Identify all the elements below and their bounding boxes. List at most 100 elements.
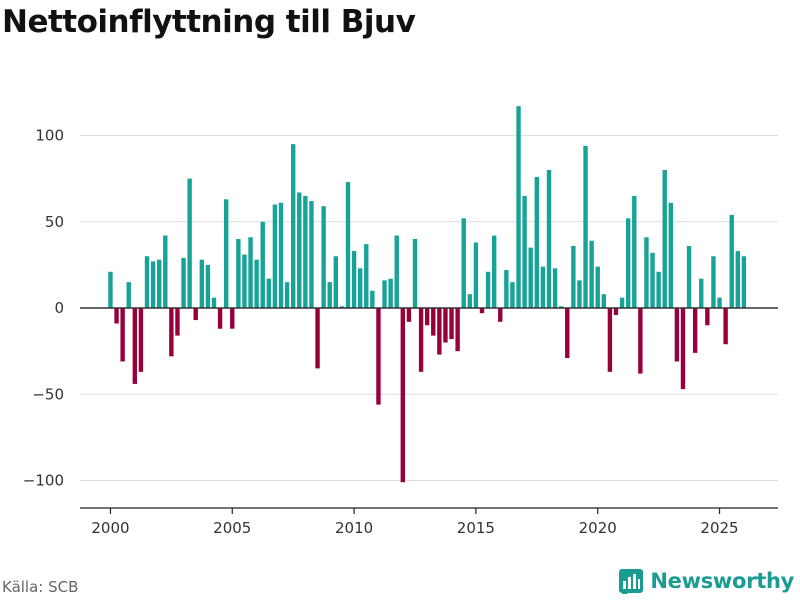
bar-negative (613, 308, 619, 315)
y-tick-label: −100 (23, 472, 64, 490)
bar-positive (583, 145, 588, 308)
bar-negative (175, 308, 180, 336)
bar-negative (120, 308, 125, 362)
bar-positive (546, 170, 552, 308)
bar-negative (723, 308, 728, 345)
bar-negative (565, 308, 570, 359)
bar-positive (504, 270, 509, 308)
bar-negative (315, 308, 320, 369)
bar-positive (558, 306, 564, 308)
bar-positive (473, 242, 479, 308)
bar-positive (699, 278, 704, 308)
bar-positive (248, 237, 253, 308)
x-axis: 2000 2005 2010 2015 2020 2025 (80, 507, 778, 537)
y-tick-label: 0 (54, 299, 64, 317)
bar-positive (528, 247, 533, 309)
bar-negative (132, 308, 138, 384)
bar-positive (156, 259, 162, 308)
bar-positive (662, 170, 667, 308)
bar-positive (644, 237, 649, 308)
bar-positive (516, 106, 521, 308)
x-tick-label: 2015 (457, 519, 495, 537)
bar-negative (443, 308, 448, 343)
bar-positive (163, 235, 168, 308)
bar-negative (638, 308, 643, 374)
bar-positive (650, 252, 655, 308)
bar-positive (382, 280, 387, 308)
bar-negative (169, 308, 174, 357)
bar-positive (290, 144, 296, 309)
bar-positive (254, 259, 259, 308)
bar-positive (741, 256, 747, 308)
bar-positive (735, 251, 740, 308)
bar-positive (534, 176, 539, 308)
bar-positive (619, 297, 625, 308)
bar-negative (193, 308, 198, 321)
bar-positive (668, 202, 673, 308)
bar-negative (431, 308, 436, 336)
bar-positive (491, 235, 497, 308)
bar-positive (297, 192, 302, 308)
bar-positive (510, 282, 515, 309)
bar-positive (601, 294, 606, 308)
bar-positive (656, 271, 661, 308)
bar-positive (577, 280, 582, 308)
chart-title: Nettoinflyttning till Bjuv (2, 4, 416, 40)
bar-positive (357, 268, 363, 308)
bar-positive (729, 214, 734, 308)
bar-positive (236, 239, 241, 308)
bar-positive (589, 240, 594, 308)
bar-positive (388, 278, 393, 308)
bar-negative (705, 308, 710, 326)
bar-negative (692, 308, 698, 353)
bar-negative (400, 308, 406, 483)
y-tick-label: 100 (35, 127, 64, 145)
bar-positive (303, 195, 308, 309)
bar-positive (150, 261, 156, 308)
bar-negative (455, 308, 460, 352)
bar-positive (205, 264, 211, 309)
bar-positive (632, 195, 637, 309)
bar-positive (266, 278, 272, 308)
bar-positive (467, 294, 473, 308)
y-axis-tick-labels: 100 50 0 −50 −100 (23, 127, 64, 490)
bar-positive (540, 266, 546, 308)
bar-positive (199, 259, 205, 308)
bar-positive (717, 297, 722, 308)
bar-positive (595, 266, 600, 308)
bar-negative (376, 308, 381, 405)
bar-positive (108, 271, 113, 308)
bar-positive (394, 235, 399, 308)
bar-positive (187, 178, 192, 309)
bar-positive (571, 245, 576, 308)
bar-negative (406, 308, 412, 322)
bar-positive (284, 282, 290, 309)
x-tick-label: 2020 (579, 519, 617, 537)
bar-negative (498, 308, 503, 322)
bar-positive (345, 182, 351, 308)
bar-positive (144, 256, 150, 308)
bar-positive (211, 297, 217, 308)
bar-positive (126, 282, 131, 309)
bar-positive (333, 256, 339, 308)
x-tick-label: 2010 (335, 519, 373, 537)
bar-negative (680, 308, 686, 390)
bar-positive (272, 204, 278, 308)
bar-negative (217, 308, 223, 329)
bar-negative (674, 308, 680, 362)
bar-negative (114, 308, 119, 324)
bar-positive (370, 290, 375, 308)
bar-positive (321, 206, 326, 308)
x-tick-label: 2025 (700, 519, 738, 537)
bar-positive (260, 221, 265, 308)
bar-positive (625, 218, 631, 308)
bar-positive (181, 257, 186, 308)
bar-negative (449, 308, 454, 340)
bar-positive (351, 251, 357, 308)
bar-negative (424, 308, 430, 326)
bar-positive (364, 244, 369, 308)
bar-positive (461, 218, 466, 308)
y-tick-label: 50 (45, 213, 64, 231)
bar-positive (711, 256, 716, 308)
